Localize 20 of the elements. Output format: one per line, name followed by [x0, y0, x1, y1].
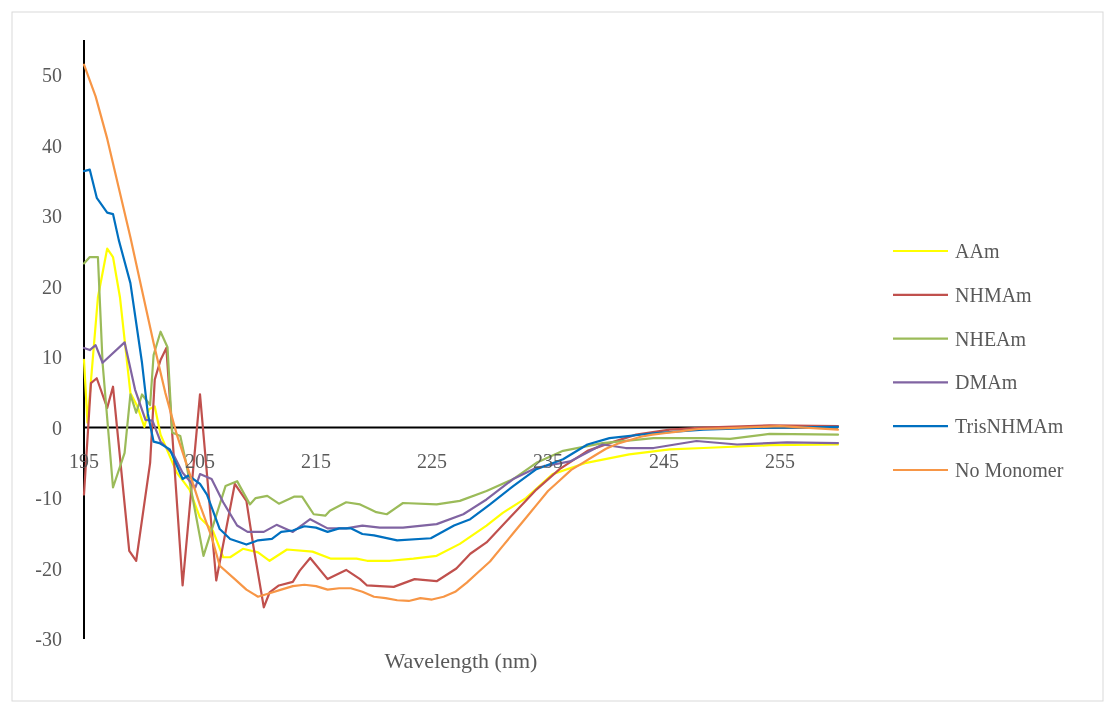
x-tick-label: 255 [765, 449, 795, 472]
y-tick-label: 50 [42, 64, 62, 87]
legend-label: DMAm [955, 371, 1018, 394]
legend-label: TrisNHMAm [955, 415, 1064, 438]
y-tick-label: 0 [52, 416, 62, 439]
y-tick-label: -30 [35, 628, 62, 650]
x-tick-label: 215 [301, 449, 331, 472]
legend-label: NHMAm [955, 283, 1033, 306]
legend-label: No Monomer [955, 459, 1064, 481]
y-tick-label: 20 [42, 275, 62, 298]
y-tick-label: 10 [42, 346, 62, 369]
y-tick-label: -10 [35, 487, 62, 510]
legend-label: AAm [955, 240, 1000, 262]
x-tick-label: 245 [649, 449, 679, 472]
x-axis-title: Wavelength (nm) [384, 648, 538, 673]
legend-label: NHEAm [955, 327, 1027, 350]
y-tick-label: -20 [35, 557, 62, 580]
y-tick-label: 40 [42, 134, 62, 157]
y-tick-label: 30 [42, 205, 62, 228]
x-tick-label: 225 [417, 449, 447, 472]
